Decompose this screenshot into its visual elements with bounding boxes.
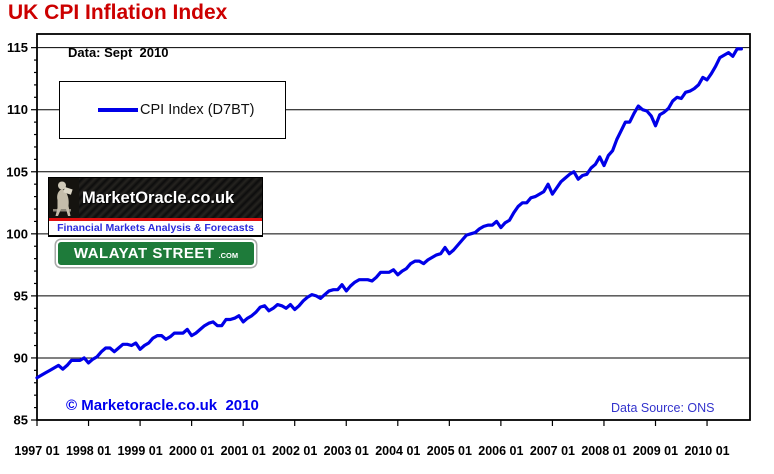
x-axis-label: 2009 01 [633,444,678,458]
walayat-street-text: WALAYAT STREET [73,245,215,262]
x-axis-label: 1999 01 [117,444,162,458]
y-axis-ticks [31,47,37,421]
legend-label: CPI Index (D7BT) [140,102,255,118]
x-axis-label: 2001 01 [221,444,266,458]
gridlines [37,47,750,359]
legend-box: CPI Index (D7BT) [59,81,286,139]
data-source-label: Data Source: ONS [611,401,715,415]
marketoracle-tagline: Financial Markets Analysis & Forecasts [49,221,262,235]
cpi-series-line [35,47,744,380]
y-axis-label: 105 [6,164,28,179]
logo-red-stripe [49,218,262,221]
x-axis-label: 2003 01 [324,444,369,458]
page-title: UK CPI Inflation Index [8,1,228,24]
y-axis-label: 110 [7,102,28,117]
marketoracle-logo-text: MarketOracle.co.uk [82,188,235,207]
y-axis-labels: 85 90 95 100 105 110 115 [6,40,28,427]
x-axis-label: 2008 01 [581,444,626,458]
walayat-street-logo: WALAYAT STREET .COM [56,240,256,267]
x-axis-label: 2000 01 [169,444,214,458]
plot-frame [36,33,751,421]
oracle-statue-icon [49,178,79,218]
x-axis-label: 2010 01 [684,444,729,458]
y-axis-label: 90 [14,350,28,365]
x-axis-label: 2004 01 [375,444,420,458]
y-axis-label: 95 [14,288,28,303]
copyright-text: © Marketoracle.co.uk 2010 [66,397,259,414]
y-axis-label: 115 [7,40,28,55]
legend-line-swatch [98,108,138,112]
x-axis-label: 2007 01 [530,444,575,458]
x-axis-label: 1997 01 [14,444,59,458]
y-axis-label: 85 [14,413,28,428]
x-axis-label: 2006 01 [478,444,523,458]
marketoracle-logo: MarketOracle.co.uk Financial Markets Ana… [48,177,263,237]
data-date-label: Data: Sept 2010 [68,45,169,60]
x-axis-label: 2005 01 [427,444,472,458]
x-axis-labels: 1997 01 1998 01 1999 01 2000 01 2001 01 2002 … [14,444,729,458]
y-axis-label: 100 [6,226,28,241]
marketoracle-banner: MarketOracle.co.uk [49,178,262,218]
x-axis-label: 2002 01 [272,444,317,458]
walayat-com-suffix: .COM [218,251,239,260]
x-axis-label: 1998 01 [66,444,111,458]
x-axis-ticks [36,420,708,426]
